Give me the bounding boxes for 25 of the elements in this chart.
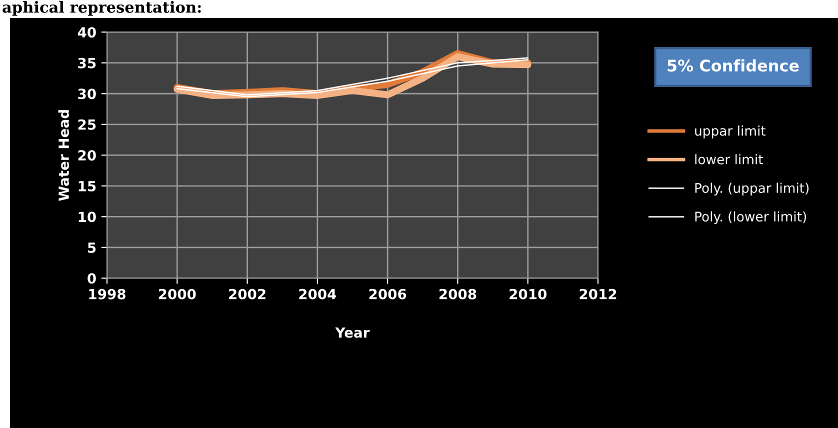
y-tick-label: 35 — [78, 58, 96, 68]
text: aphical representation: — [2, 1, 201, 16]
y-tick-label: 5 — [88, 242, 96, 253]
y-tick-label: 30 — [78, 88, 96, 100]
y-tick-label: 25 — [78, 119, 96, 130]
y-tick-label: 10 — [78, 212, 96, 222]
legend-label: lower limit — [695, 154, 763, 164]
x-tick-label: 1998 — [89, 288, 126, 300]
x-tick-label: 2010 — [510, 288, 547, 300]
y-tick-label: 20 — [78, 150, 96, 161]
x-tick-label: 2006 — [369, 288, 406, 300]
x-tick-label: 2012 — [580, 288, 616, 300]
x-tick-label: 2000 — [158, 288, 196, 300]
y-tick-label: 40 — [78, 27, 96, 38]
legend-label: Poly. (lower limit) — [695, 211, 806, 224]
y-tick-label: 0 — [88, 273, 96, 284]
x-tick-label: 2008 — [439, 288, 476, 300]
text: 5% Confidence — [668, 59, 799, 72]
y-tick-label: 15 — [78, 181, 96, 192]
x-tick-label: 2004 — [299, 288, 336, 300]
x-tick-label: 2002 — [229, 288, 266, 300]
legend-label: uppar limit — [695, 126, 766, 138]
x-axis-title: Year — [335, 327, 370, 338]
legend-label: Poly. (uppar limit) — [695, 182, 809, 196]
y-axis-title: Water Head — [58, 110, 70, 201]
